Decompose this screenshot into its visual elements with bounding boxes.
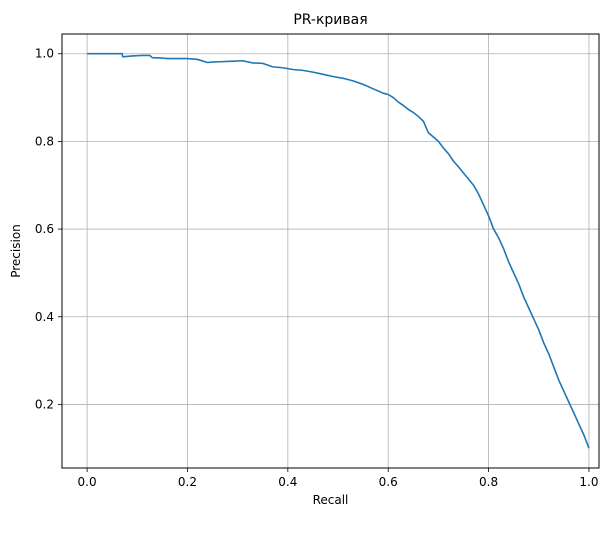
ticks: 0.0 0.2 0.4 0.6 0.8 1.0 0.2 0.4 0.6 0.8 1.0 [35,47,599,489]
series-group [87,52,590,449]
x-tick-label: 0.0 [78,475,97,489]
pr-curve-line [87,52,590,449]
x-tick-label: 1.0 [579,475,598,489]
y-axis-label: Precision [9,224,23,278]
x-tick-label: 0.2 [178,475,197,489]
chart-title: PR-кривая [293,12,367,28]
y-tick-label: 0.2 [35,397,54,411]
x-axis-label: Recall [313,493,349,507]
x-tick-label: 0.4 [278,475,297,489]
y-tick-label: 1.0 [35,47,54,61]
y-tick-label: 0.8 [35,134,54,148]
x-tick-label: 0.6 [379,475,398,489]
y-tick-label: 0.4 [35,310,54,324]
axes-frame [61,33,600,469]
x-tick-label: 0.8 [479,475,498,489]
y-tick-label: 0.6 [35,222,54,236]
grid [62,34,599,468]
